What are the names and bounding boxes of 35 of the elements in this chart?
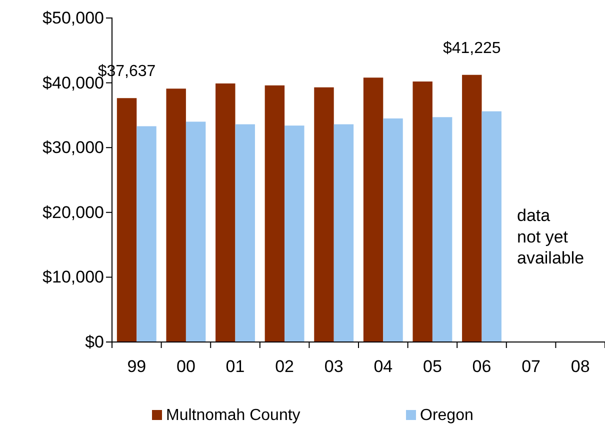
annotation: data not yet available bbox=[517, 206, 584, 268]
y-tick-label: $30,000 bbox=[42, 138, 104, 158]
x-tick-label: 06 bbox=[472, 357, 492, 376]
bar bbox=[363, 78, 384, 342]
bar bbox=[412, 82, 432, 342]
y-tick-label: $10,000 bbox=[42, 268, 104, 287]
bar bbox=[462, 74, 482, 342]
y-tick-label: $0 bbox=[85, 332, 104, 352]
x-tick-label: 00 bbox=[176, 357, 196, 376]
bar bbox=[314, 87, 334, 342]
x-tick-label: 01 bbox=[226, 357, 245, 376]
x-tick-label: 05 bbox=[422, 357, 442, 376]
x-tick-label: 07 bbox=[522, 357, 541, 376]
legend-label: Oregon bbox=[420, 407, 474, 424]
data-label: $41,225 bbox=[442, 40, 501, 57]
bar bbox=[166, 88, 186, 342]
bar bbox=[186, 122, 206, 342]
bar bbox=[482, 111, 502, 342]
x-tick-label: 04 bbox=[374, 357, 393, 376]
bar bbox=[235, 124, 255, 342]
y-tick-label: $20,000 bbox=[42, 202, 104, 222]
bar bbox=[116, 98, 137, 342]
bar bbox=[216, 83, 236, 342]
x-tick-label: 03 bbox=[324, 357, 344, 376]
bar bbox=[284, 126, 304, 342]
bar bbox=[383, 118, 403, 342]
y-tick-label: $50,000 bbox=[42, 8, 104, 28]
legend-label: Multnomah County bbox=[166, 407, 300, 424]
x-tick-label: 99 bbox=[127, 357, 146, 376]
x-tick-label: 02 bbox=[275, 357, 294, 376]
bar bbox=[136, 126, 156, 342]
x-tick-label: 08 bbox=[570, 357, 590, 376]
bar bbox=[334, 124, 354, 342]
bar bbox=[432, 117, 452, 342]
bar bbox=[264, 85, 285, 342]
